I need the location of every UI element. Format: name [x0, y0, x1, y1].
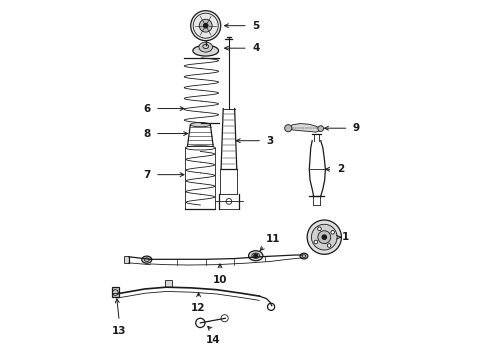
Text: 4: 4	[252, 43, 260, 53]
Circle shape	[322, 235, 326, 239]
Circle shape	[318, 126, 323, 131]
Ellipse shape	[199, 42, 213, 52]
Text: 14: 14	[205, 335, 220, 345]
Circle shape	[285, 125, 292, 132]
Text: 3: 3	[267, 136, 274, 146]
Text: 6: 6	[144, 104, 151, 113]
Ellipse shape	[190, 122, 210, 127]
Polygon shape	[288, 123, 321, 132]
Circle shape	[318, 231, 331, 244]
Circle shape	[312, 224, 337, 250]
Circle shape	[314, 240, 318, 244]
Text: 13: 13	[112, 326, 126, 336]
Ellipse shape	[300, 253, 308, 259]
Ellipse shape	[252, 253, 260, 258]
Circle shape	[318, 227, 321, 231]
Circle shape	[331, 230, 335, 234]
Bar	[123, 256, 129, 263]
Text: 7: 7	[143, 170, 151, 180]
Circle shape	[199, 19, 212, 32]
Text: 9: 9	[353, 123, 360, 133]
Circle shape	[191, 11, 220, 41]
Ellipse shape	[142, 256, 152, 263]
Bar	[165, 280, 172, 287]
Ellipse shape	[193, 45, 219, 56]
Bar	[112, 287, 119, 297]
Circle shape	[307, 220, 342, 254]
Text: 2: 2	[337, 164, 344, 174]
Text: 8: 8	[144, 129, 151, 139]
Circle shape	[254, 254, 258, 257]
Text: 1: 1	[342, 232, 349, 242]
Text: 5: 5	[252, 21, 259, 31]
Circle shape	[327, 244, 331, 247]
Circle shape	[203, 23, 208, 28]
Text: 12: 12	[191, 303, 206, 313]
Text: 10: 10	[213, 275, 227, 285]
Ellipse shape	[248, 251, 263, 261]
Text: 11: 11	[266, 234, 280, 244]
